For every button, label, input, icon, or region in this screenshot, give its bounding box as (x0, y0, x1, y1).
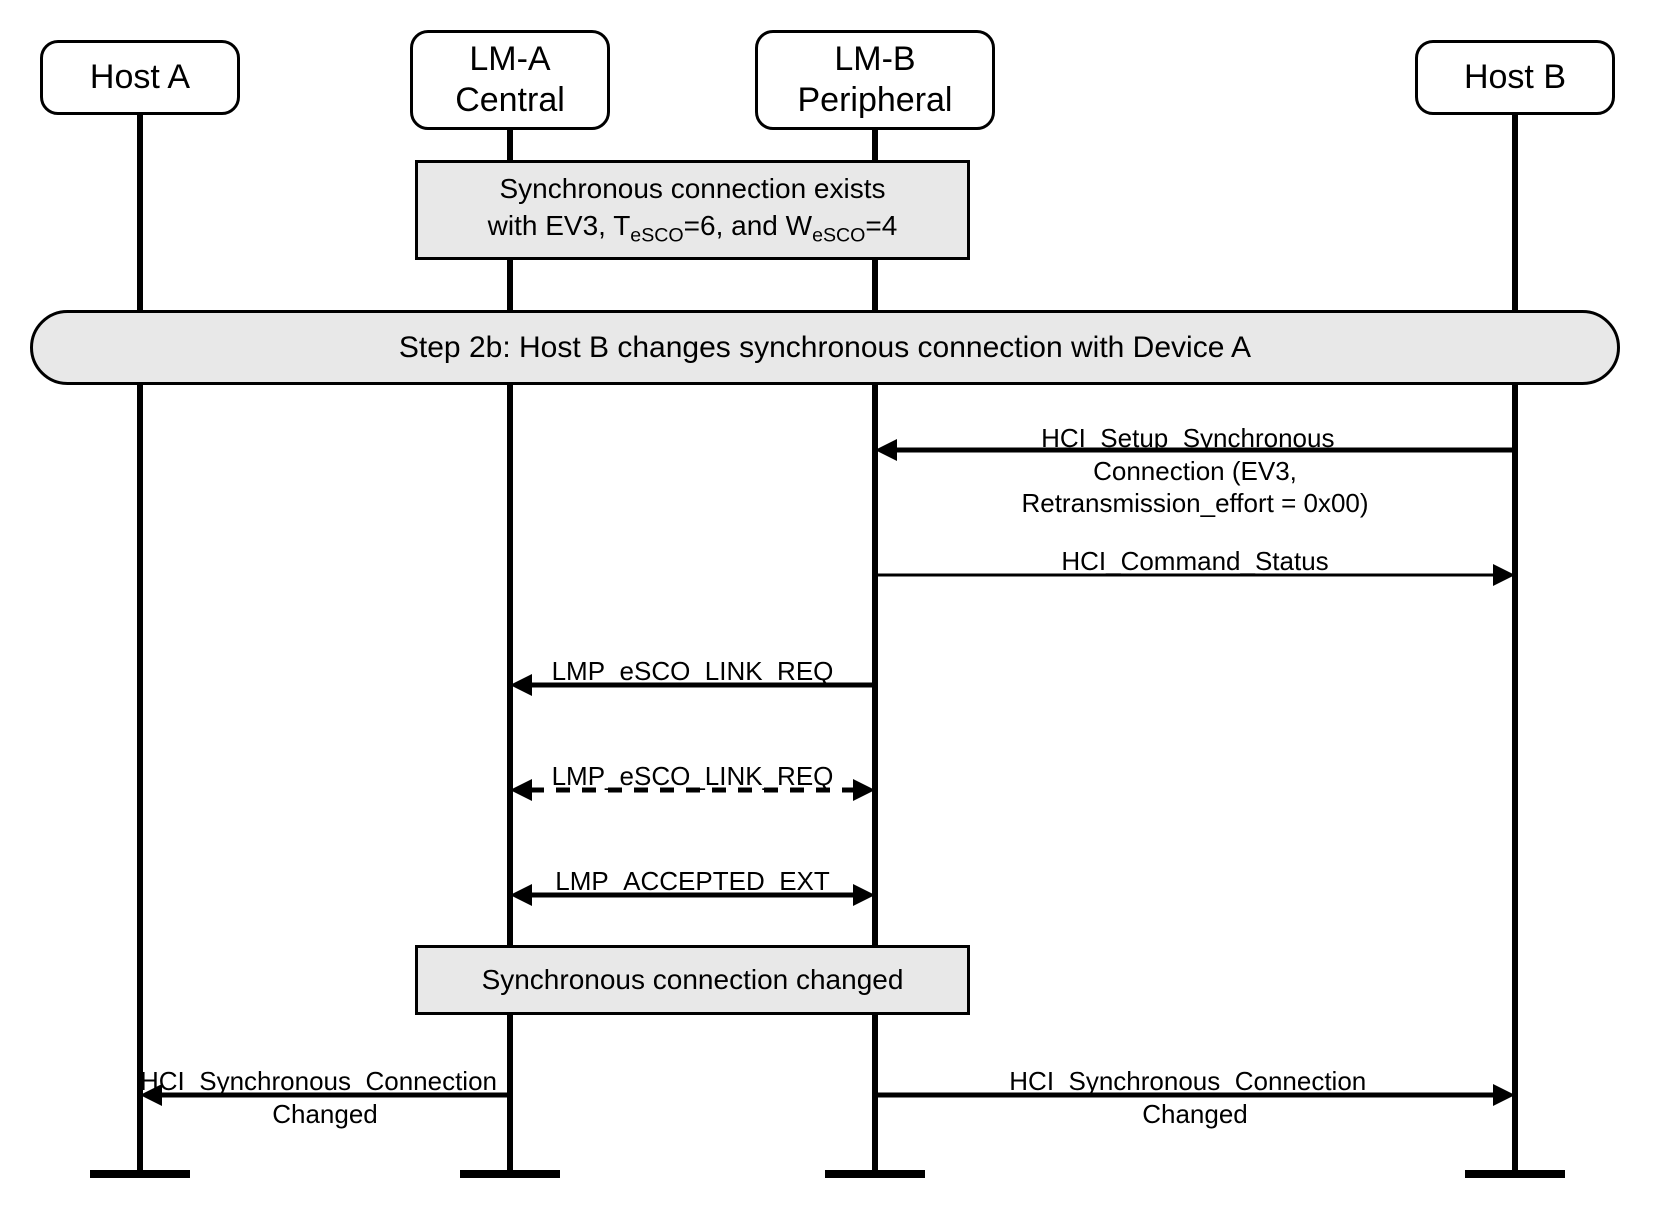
actor-lm-b-peripheral: LM-B Peripheral (755, 30, 995, 130)
message-lmp-esco-link-req: LMP_eSCO_LINK_REQ (510, 655, 875, 688)
lifeline-end (460, 1170, 560, 1178)
lifeline-host-b (1512, 115, 1518, 1170)
note-line: Synchronous connection exists (500, 171, 886, 207)
actor-label: LM-B (834, 39, 915, 80)
step-text: Step 2b: Host B changes synchronous conn… (399, 331, 1251, 365)
note-line: with EV3, TeSCO=6, and WeSCO=4 (488, 208, 898, 249)
message-lmp-esco-link-req-bidir: LMP_eSCO_LINK_REQ (510, 760, 875, 793)
message-hci-setup-sync-connection: HCI_Setup_Synchronous_ Connection (EV3, … (875, 422, 1515, 520)
actor-label: LM-A (469, 39, 550, 80)
lifeline-end (825, 1170, 925, 1178)
message-hci-command-status: HCI_Command_Status (875, 545, 1515, 578)
note-connection-exists: Synchronous connection exists with EV3, … (415, 160, 970, 260)
message-lmp-accepted-ext: LMP_ACCEPTED_EXT (510, 865, 875, 898)
actor-label: Host A (90, 57, 190, 98)
actor-host-a: Host A (40, 40, 240, 115)
actor-lm-a-central: LM-A Central (410, 30, 610, 130)
actor-label: Peripheral (798, 80, 953, 121)
actor-host-b: Host B (1415, 40, 1615, 115)
actor-label: Central (455, 80, 565, 121)
lifeline-end (1465, 1170, 1565, 1178)
lifeline-host-a (137, 115, 143, 1170)
note-text: Synchronous connection changed (482, 962, 904, 998)
step-banner: Step 2b: Host B changes synchronous conn… (30, 310, 1620, 385)
lifeline-end (90, 1170, 190, 1178)
sequence-diagram: Synchronous connection exists with EV3, … (20, 20, 1655, 1199)
message-hci-sync-connection-changed-a: HCI_Synchronous_Connection_ Changed (140, 1065, 510, 1130)
actor-label: Host B (1464, 57, 1566, 98)
message-hci-sync-connection-changed-b: HCI_Synchronous_Connection_ Changed (875, 1065, 1515, 1130)
note-connection-changed: Synchronous connection changed (415, 945, 970, 1015)
